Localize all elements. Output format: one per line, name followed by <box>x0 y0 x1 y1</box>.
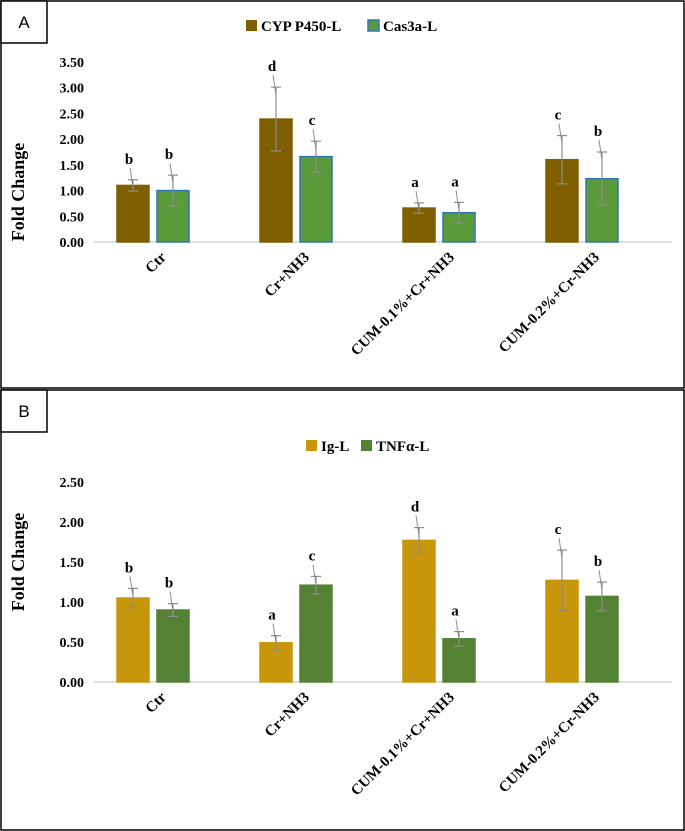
panel-b: B Ig-L TNFα-L Fold Change 0.00 0.50 1.00 1.… <box>0 389 685 831</box>
legend-a-swatch-1 <box>367 19 380 32</box>
legend-a-label-0: CYP P450-L <box>261 19 341 35</box>
significance-letter: c <box>309 548 316 564</box>
y-tick-label: 0.00 <box>60 236 85 251</box>
significance-letter: d <box>268 59 277 75</box>
bar <box>116 597 150 683</box>
y-ticks-b: 0.00 0.50 1.00 1.50 2.00 2.50 <box>60 476 85 691</box>
panel-b-label: B <box>18 402 29 421</box>
panel-b-frame <box>0 389 685 831</box>
letter-leader <box>272 75 277 96</box>
panel-a-label: A <box>18 13 30 32</box>
letter-leader <box>455 190 460 211</box>
y-tick-label: 0.50 <box>60 210 85 225</box>
legend-b-swatch-1 <box>361 440 372 451</box>
legend-a-swatch-0 <box>246 20 257 31</box>
categories-b: Ctr Cr+NH3 CUM-0.1%+Cr+NH3 CUM-0.2%+Cr-N… <box>143 689 603 799</box>
bar <box>299 584 333 683</box>
significance-letter: d <box>411 500 420 516</box>
letter-leader <box>598 139 603 161</box>
letter-leader <box>558 537 563 559</box>
panel-a: A CYP P450-L Cas3a-L Fold Change 0.00 0.5… <box>0 0 685 389</box>
y-axis-label-a: Fold Change <box>8 143 28 242</box>
significance-letter: a <box>268 608 276 624</box>
panel-a-frame <box>0 0 685 389</box>
y-tick-label: 2.00 <box>60 133 85 148</box>
bar <box>402 539 436 683</box>
bar <box>156 189 190 243</box>
letter-leader <box>598 569 603 591</box>
bars-b: b b a c d a c b <box>116 500 619 683</box>
y-tick-label: 2.00 <box>60 516 85 531</box>
letter-leader <box>169 163 174 184</box>
category-label: CUM-0.2%+Cr-NH3 <box>496 250 603 357</box>
y-tick-label: 2.50 <box>60 107 85 122</box>
y-tick-label: 3.00 <box>60 82 85 97</box>
category-label: Cr+NH3 <box>262 250 313 301</box>
significance-letter: a <box>411 175 419 191</box>
significance-letter: b <box>165 147 173 163</box>
category-label: CUM-0.1%+Cr+NH3 <box>348 250 458 360</box>
letter-leader <box>312 129 317 150</box>
category-label: Ctr <box>143 249 170 276</box>
significance-letter: c <box>309 113 316 129</box>
letter-leader <box>455 619 460 640</box>
significance-letter: b <box>125 152 133 168</box>
bar <box>156 609 190 683</box>
letter-leader <box>169 591 174 612</box>
y-ticks-a: 0.00 0.50 1.00 1.50 2.00 2.50 3.00 3.50 <box>60 56 85 251</box>
panel-a-label-box <box>0 0 48 44</box>
bar <box>116 184 150 243</box>
panel-b-label-box <box>0 389 48 433</box>
significance-letter: c <box>555 522 562 538</box>
y-tick-label: 3.50 <box>60 56 85 71</box>
letter-leader <box>415 515 420 536</box>
category-label: CUM-0.2%+Cr-NH3 <box>496 690 603 797</box>
letter-leader <box>312 564 317 585</box>
legend-b-swatch-0 <box>306 440 317 451</box>
y-tick-label: 1.00 <box>60 185 85 200</box>
significance-letter: b <box>125 560 133 576</box>
y-axis-label-b: Fold Change <box>8 513 28 612</box>
categories-a: Ctr Cr+NH3 CUM-0.1%+Cr+NH3 CUM-0.2%+Cr-N… <box>143 249 603 359</box>
category-label: CUM-0.1%+Cr+NH3 <box>348 690 458 800</box>
letter-leader <box>558 123 563 144</box>
category-label: Cr+NH3 <box>262 690 313 741</box>
legend-b-label-0: Ig-L <box>321 439 349 455</box>
letter-leader <box>129 576 134 597</box>
significance-letter: a <box>451 174 459 190</box>
significance-letter: b <box>165 576 173 592</box>
y-tick-label: 2.50 <box>60 476 85 491</box>
y-tick-label: 0.50 <box>60 636 85 651</box>
legend-b-label-1: TNFα-L <box>376 439 429 455</box>
y-tick-label: 1.50 <box>60 556 85 571</box>
significance-letter: b <box>594 124 602 140</box>
letter-leader <box>129 167 134 188</box>
significance-letter: c <box>555 108 562 124</box>
y-tick-label: 1.00 <box>60 596 85 611</box>
y-tick-label: 0.00 <box>60 676 85 691</box>
significance-letter: a <box>451 604 459 620</box>
significance-letter: b <box>594 554 602 570</box>
y-tick-label: 1.50 <box>60 159 85 174</box>
bars-a: b b d c a a c b <box>116 59 619 243</box>
category-label: Ctr <box>143 689 170 716</box>
legend-a-label-1: Cas3a-L <box>383 19 437 35</box>
letter-leader <box>272 623 277 644</box>
letter-leader <box>415 190 420 211</box>
